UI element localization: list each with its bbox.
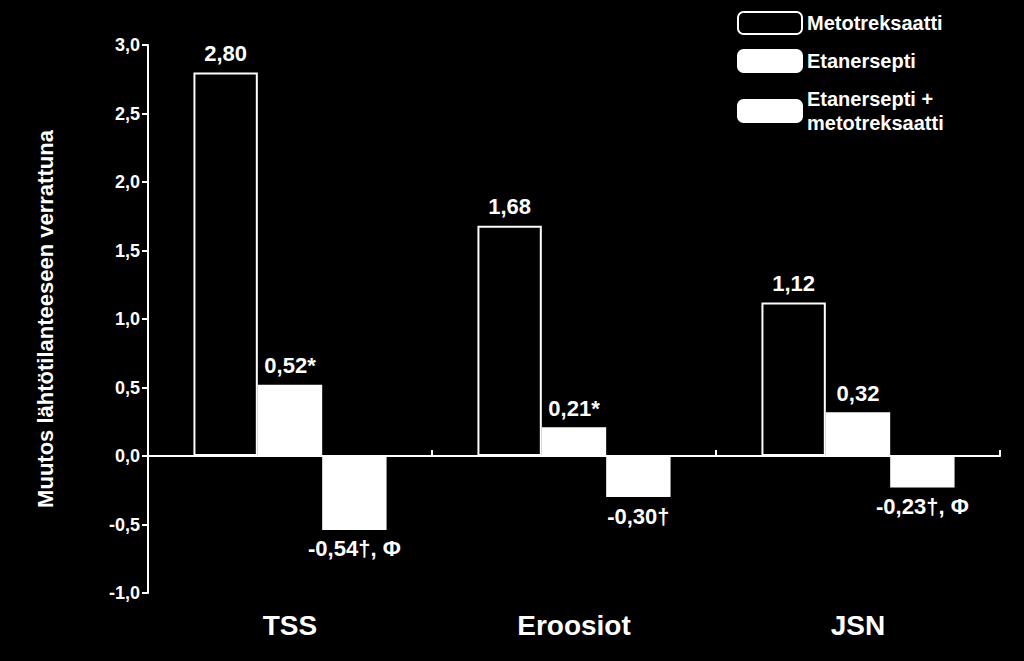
svg-text:0,5: 0,5 bbox=[115, 378, 140, 398]
svg-text:2,5: 2,5 bbox=[115, 104, 140, 124]
svg-text:2,80: 2,80 bbox=[204, 41, 247, 66]
svg-text:Muutos lähtötilanteeseen verra: Muutos lähtötilanteeseen verrattuna bbox=[33, 129, 58, 508]
svg-text:-0,23†, Φ: -0,23†, Φ bbox=[876, 494, 969, 519]
svg-text:TSS: TSS bbox=[263, 610, 317, 641]
svg-text:0,32: 0,32 bbox=[837, 381, 880, 406]
svg-text:0,21*: 0,21* bbox=[548, 396, 600, 421]
svg-text:metotreksaatti: metotreksaatti bbox=[807, 112, 944, 134]
svg-text:Eroosiot: Eroosiot bbox=[517, 610, 631, 641]
svg-text:1,12: 1,12 bbox=[772, 271, 815, 296]
svg-text:2,0: 2,0 bbox=[115, 172, 140, 192]
svg-text:-0,30†: -0,30† bbox=[607, 504, 669, 529]
svg-text:0,0: 0,0 bbox=[115, 446, 140, 466]
svg-text:-0,5: -0,5 bbox=[109, 515, 140, 535]
svg-text:0,52*: 0,52* bbox=[264, 353, 316, 378]
svg-text:Metotreksaatti: Metotreksaatti bbox=[807, 12, 943, 34]
svg-text:-1,0: -1,0 bbox=[109, 583, 140, 603]
svg-text:Etanersepti +: Etanersepti + bbox=[807, 88, 939, 110]
svg-text:1,5: 1,5 bbox=[115, 241, 140, 261]
svg-text:Etanersepti: Etanersepti bbox=[807, 50, 916, 72]
svg-text:-0,54†, Φ: -0,54†, Φ bbox=[308, 536, 401, 561]
svg-text:JSN: JSN bbox=[831, 610, 885, 641]
svg-text:3,0: 3,0 bbox=[115, 35, 140, 55]
svg-text:1,0: 1,0 bbox=[115, 309, 140, 329]
svg-text:1,68: 1,68 bbox=[488, 194, 531, 219]
